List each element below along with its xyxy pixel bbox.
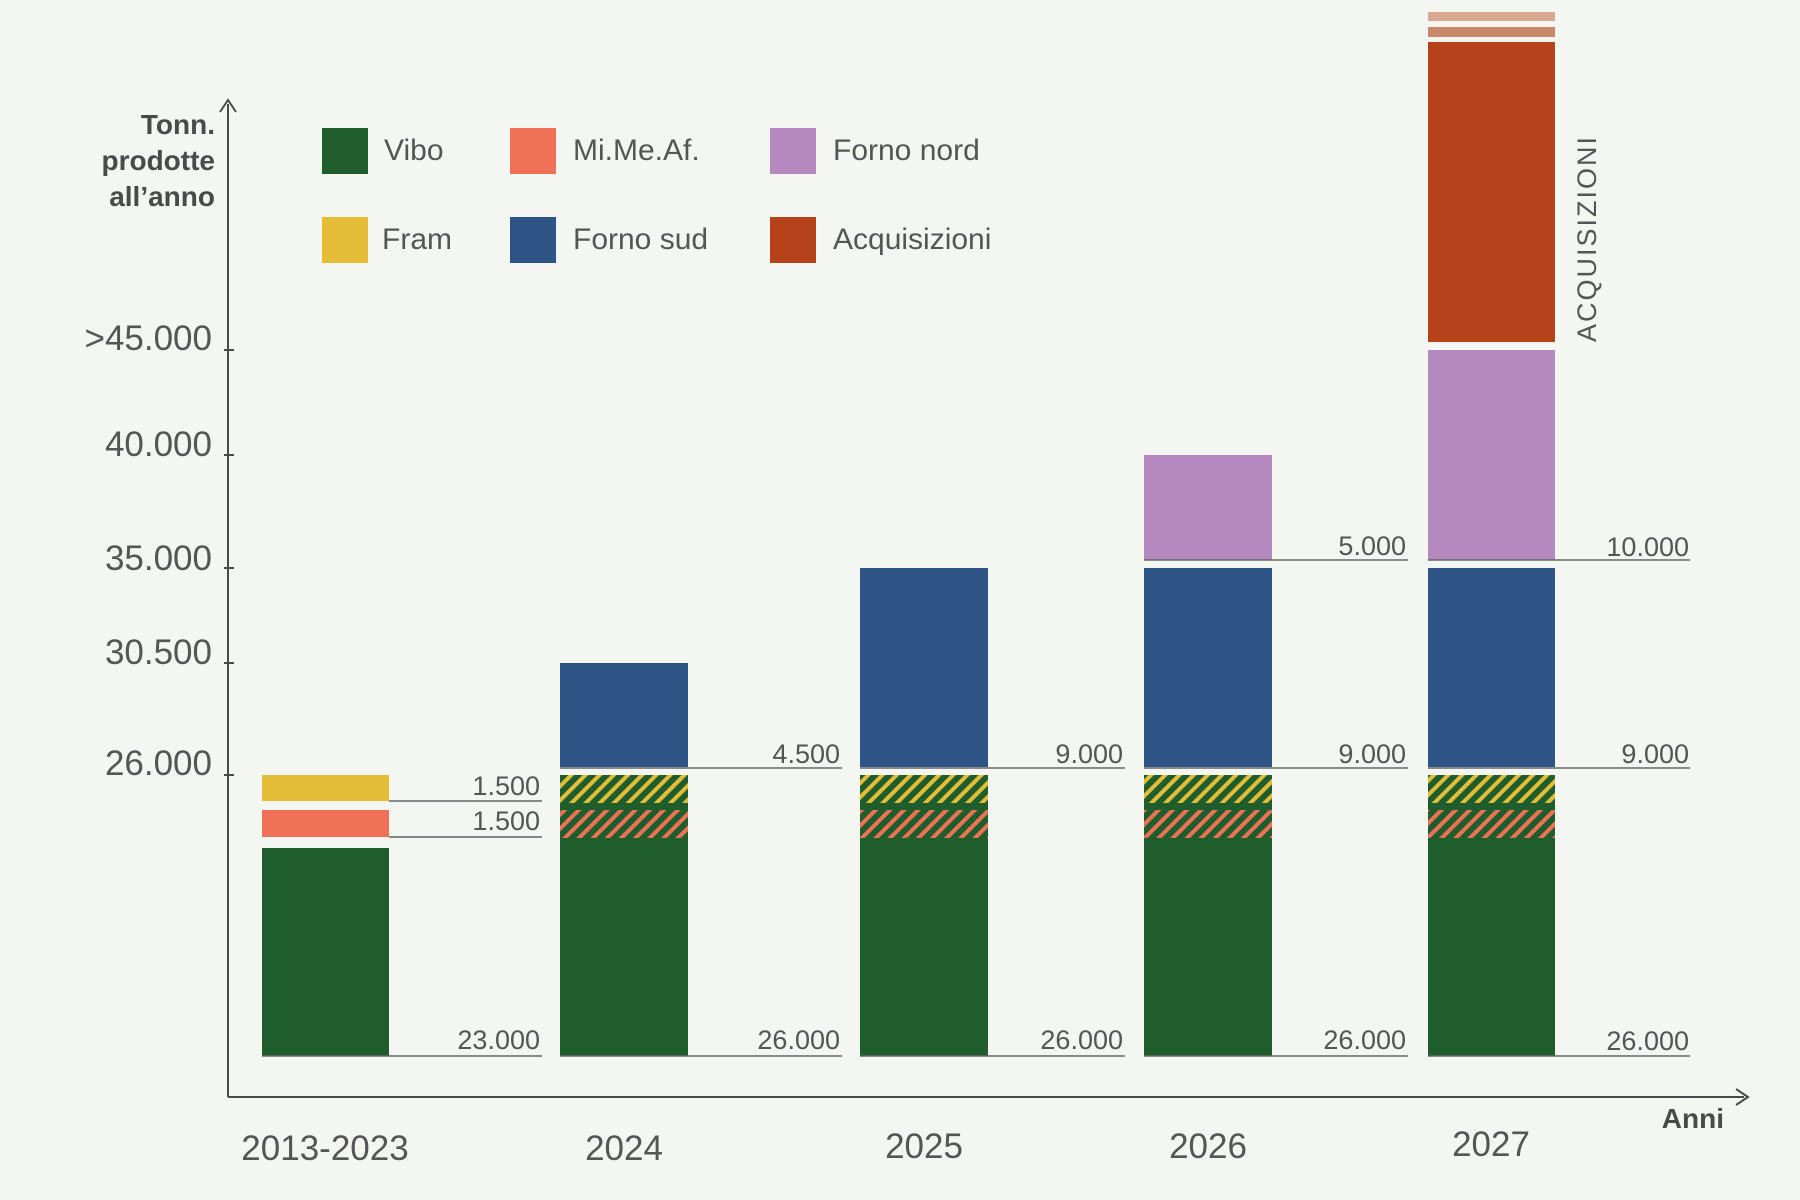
category-label: 2025 xyxy=(885,1127,963,1166)
value-label: 9.000 xyxy=(1338,739,1406,769)
legend-swatch-vibo xyxy=(322,128,368,174)
bar-segment-vibo-hatched-mimeaf xyxy=(860,810,988,838)
bar-segment-forno-sud xyxy=(860,568,988,767)
bar-group-2024: 26.000 4.500 2024 xyxy=(560,663,842,1168)
legend-label-vibo: Vibo xyxy=(384,134,444,167)
y-axis-title-line-2: prodotte xyxy=(101,145,215,176)
legend-swatch-forno-nord xyxy=(770,128,816,174)
bar-segment-forno-nord xyxy=(1428,350,1555,560)
bar-segment-acquisizioni-faded-2 xyxy=(1428,12,1555,21)
y-tick-label: 35.000 xyxy=(105,539,212,578)
bar-segment-vibo-hatched-fram xyxy=(560,775,688,803)
y-tick-gt45000: >45.000 xyxy=(85,319,234,358)
value-label: 4.500 xyxy=(772,739,840,769)
value-label: 9.000 xyxy=(1055,739,1123,769)
bar-segment-vibo xyxy=(1144,838,1272,1056)
legend-item-forno-sud: Forno sud xyxy=(510,217,708,263)
value-label: 23.000 xyxy=(457,1025,540,1055)
legend-item-acquisizioni: Acquisizioni xyxy=(770,217,991,263)
legend-swatch-forno-sud xyxy=(510,217,556,263)
bar-segment-acquisizioni xyxy=(1428,42,1555,342)
bar-group-2013-2023: 23.000 1.500 1.500 2013-2023 xyxy=(241,771,542,1168)
bar-segment-vibo xyxy=(560,838,688,1056)
legend-item-fram: Fram xyxy=(322,217,452,263)
bar-segment-forno-sud xyxy=(560,663,688,767)
legend-label-mimeaf: Mi.Me.Af. xyxy=(573,134,700,167)
category-label: 2026 xyxy=(1169,1127,1247,1166)
value-label: 26.000 xyxy=(1606,1026,1689,1056)
x-axis-arrow xyxy=(1735,1088,1750,1106)
bar-segment-forno-sud xyxy=(1144,568,1272,767)
x-axis-title: Anni xyxy=(1662,1103,1724,1134)
value-label: 9.000 xyxy=(1621,739,1689,769)
legend-label-acquisizioni: Acquisizioni xyxy=(833,223,991,256)
y-tick-label: 26.000 xyxy=(105,744,212,783)
bar-segment-forno-nord xyxy=(1144,455,1272,560)
y-tick-label: 40.000 xyxy=(105,425,212,464)
bar-segment-vibo-hatched-mimeaf xyxy=(1428,810,1555,838)
value-label: 26.000 xyxy=(1323,1025,1406,1055)
legend-label-forno-nord: Forno nord xyxy=(833,134,980,167)
value-label: 26.000 xyxy=(1040,1025,1123,1055)
legend-label-forno-sud: Forno sud xyxy=(573,223,708,256)
bar-segment-vibo-gap xyxy=(1428,803,1555,810)
legend-item-forno-nord: Forno nord xyxy=(770,128,980,174)
category-label: 2027 xyxy=(1452,1125,1530,1164)
legend-item-vibo: Vibo xyxy=(322,128,444,174)
bar-segment-vibo-gap xyxy=(860,803,988,810)
bar-segment-vibo-hatched-fram xyxy=(1144,775,1272,803)
y-tick-label: >45.000 xyxy=(85,319,213,358)
legend-swatch-acquisizioni xyxy=(770,217,816,263)
legend-swatch-mimeaf xyxy=(510,128,556,174)
y-axis-title-line-1: Tonn. xyxy=(141,109,215,140)
legend-item-mimeaf: Mi.Me.Af. xyxy=(510,128,700,174)
y-axis-arrow xyxy=(219,98,237,113)
category-label: 2024 xyxy=(585,1129,663,1168)
bar-segment-vibo-hatched-mimeaf xyxy=(1144,810,1272,838)
bar-segment-vibo-hatched-mimeaf xyxy=(560,810,688,838)
bar-segment-vibo-gap xyxy=(560,803,688,810)
value-label: 1.500 xyxy=(472,806,540,836)
bar-segment-vibo xyxy=(860,838,988,1056)
legend-label-fram: Fram xyxy=(382,223,452,256)
value-label: 1.500 xyxy=(472,771,540,801)
y-tick-30500: 30.500 xyxy=(105,633,234,672)
bar-group-2027: 26.000 9.000 10.000 ACQUISIZIONI 2027 xyxy=(1428,12,1690,1164)
bar-segment-vibo-gap xyxy=(1144,803,1272,810)
bar-segment-vibo-hatched-fram xyxy=(1428,775,1555,803)
value-label: 26.000 xyxy=(757,1025,840,1055)
bar-segment-vibo xyxy=(262,848,389,1056)
acquisizioni-annotation: ACQUISIZIONI xyxy=(1572,135,1602,342)
value-label: 10.000 xyxy=(1606,532,1689,562)
bar-segment-fram xyxy=(262,775,389,801)
legend-swatch-fram xyxy=(322,217,368,263)
category-label: 2013-2023 xyxy=(241,1129,408,1168)
bar-group-2025: 26.000 9.000 2025 xyxy=(860,568,1125,1166)
bar-segment-forno-sud xyxy=(1428,568,1555,767)
y-axis-title-line-3: all’anno xyxy=(109,181,215,212)
y-tick-label: 30.500 xyxy=(105,633,212,672)
y-tick-35000: 35.000 xyxy=(105,539,234,578)
bar-segment-acquisizioni-faded-1 xyxy=(1428,27,1555,37)
bar-segment-vibo-hatched-fram xyxy=(860,775,988,803)
bar-segment-vibo xyxy=(1428,838,1555,1056)
bar-group-2026: 26.000 9.000 5.000 2026 xyxy=(1144,455,1408,1166)
value-label: 5.000 xyxy=(1338,531,1406,561)
legend: Vibo Mi.Me.Af. Forno nord Fram Forno sud… xyxy=(322,128,991,263)
y-tick-40000: 40.000 xyxy=(105,425,234,464)
bar-segment-mimeaf xyxy=(262,810,389,837)
y-tick-26000: 26.000 xyxy=(105,744,234,783)
